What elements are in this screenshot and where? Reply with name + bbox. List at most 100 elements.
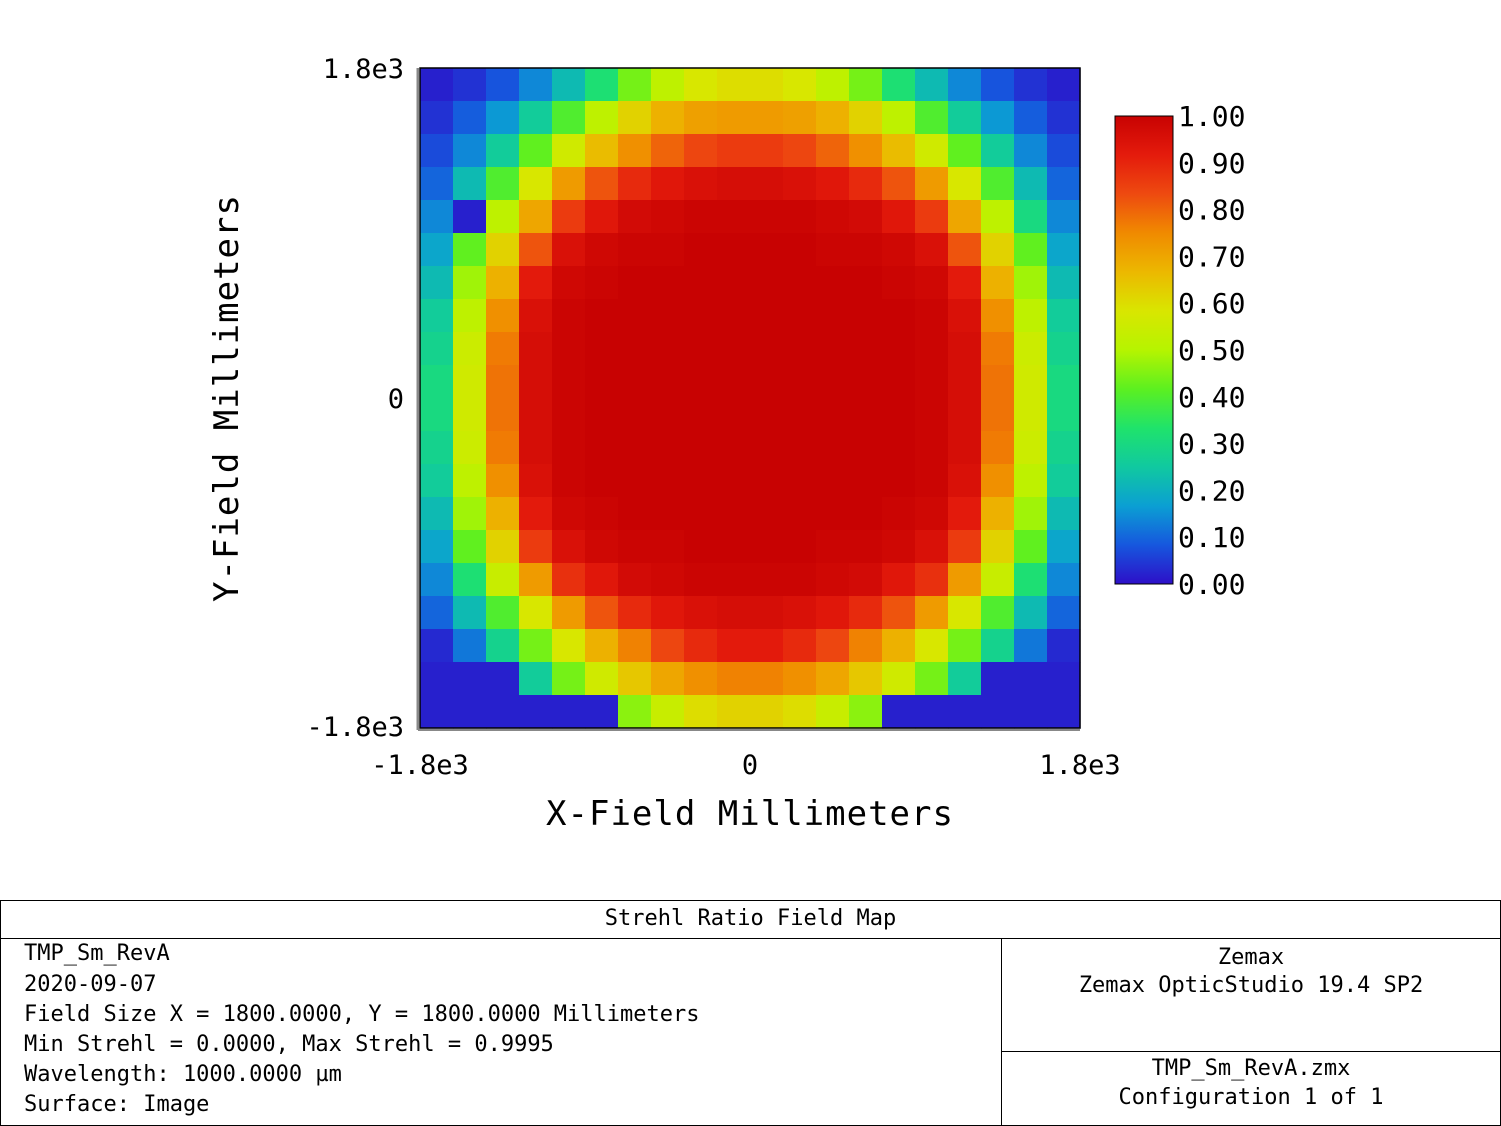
heatmap-cell — [849, 629, 883, 663]
heatmap-cell — [1047, 695, 1081, 729]
heatmap-cell — [882, 332, 916, 366]
heatmap-cell — [585, 596, 619, 630]
heatmap-cell — [1014, 200, 1048, 234]
heatmap-cell — [684, 563, 718, 597]
heatmap-cell — [750, 629, 784, 663]
heatmap-cell — [618, 629, 652, 663]
x-tick-right: 1.8e3 — [1039, 750, 1120, 781]
heatmap-cell — [948, 167, 982, 201]
heatmap-cell — [651, 398, 685, 432]
heatmap-cell — [849, 233, 883, 267]
heatmap-cell — [651, 464, 685, 498]
heatmap-cell — [453, 68, 487, 102]
heatmap-cell — [750, 365, 784, 399]
heatmap-cell — [1047, 200, 1081, 234]
heatmap-cell — [915, 134, 949, 168]
heatmap-cell — [915, 365, 949, 399]
heatmap-cell — [651, 596, 685, 630]
heatmap-cell — [486, 629, 520, 663]
heatmap-cell — [519, 299, 553, 333]
heatmap-cell — [882, 266, 916, 300]
heatmap-cell — [882, 530, 916, 564]
heatmap-cell — [618, 530, 652, 564]
heatmap-cell — [519, 530, 553, 564]
heatmap-cell — [651, 134, 685, 168]
heatmap-cell — [519, 629, 553, 663]
heatmap-cell — [585, 662, 619, 696]
heatmap-cell — [651, 629, 685, 663]
heatmap-cell — [684, 530, 718, 564]
heatmap-cell — [684, 167, 718, 201]
heatmap-cell — [750, 497, 784, 531]
heatmap-cell — [618, 563, 652, 597]
heatmap-cell — [816, 398, 850, 432]
heatmap-cell — [684, 365, 718, 399]
heatmap-cell — [1014, 167, 1048, 201]
heatmap-cell — [882, 629, 916, 663]
heatmap-cell — [552, 332, 586, 366]
heatmap-cell — [717, 662, 751, 696]
heatmap-cell — [750, 695, 784, 729]
heatmap-cell — [651, 101, 685, 135]
heatmap-cell — [1047, 134, 1081, 168]
heatmap-cell — [519, 695, 553, 729]
heatmap-cell — [948, 464, 982, 498]
heatmap-cell — [717, 101, 751, 135]
heatmap-cell — [486, 497, 520, 531]
heatmap-cell — [684, 101, 718, 135]
heatmap-cell — [684, 200, 718, 234]
heatmap-cell — [915, 233, 949, 267]
heatmap-cell — [552, 299, 586, 333]
y-axis-title: Y-Field Millimeters — [207, 194, 247, 602]
colorbar-tick-label: 0.20 — [1178, 474, 1245, 507]
heatmap-cell — [519, 662, 553, 696]
info-line-wavelength: Wavelength: 1000.0000 µm — [24, 1062, 342, 1087]
heatmap-cell — [948, 365, 982, 399]
heatmap-cell — [618, 167, 652, 201]
heatmap-cell — [750, 134, 784, 168]
heatmap-cell — [552, 167, 586, 201]
plot-frame — [419, 67, 1081, 729]
heatmap-cell — [849, 200, 883, 234]
heatmap-cell — [585, 332, 619, 366]
colorbar-tick-label: 0.00 — [1178, 568, 1245, 601]
heatmap-cell — [618, 266, 652, 300]
heatmap-cell — [981, 101, 1015, 135]
heatmap-cell — [948, 629, 982, 663]
heatmap-cell — [552, 266, 586, 300]
company-name: Zemax — [1217, 945, 1285, 970]
heatmap-cell — [486, 68, 520, 102]
heatmap-cell — [618, 200, 652, 234]
heatmap-cell — [585, 629, 619, 663]
heatmap-cell — [684, 266, 718, 300]
heatmap-cell — [816, 68, 850, 102]
heatmap-cell — [420, 695, 454, 729]
heatmap-cell — [816, 563, 850, 597]
heatmap-cell — [750, 233, 784, 267]
heatmap-cell — [684, 332, 718, 366]
x-tick-left: -1.8e3 — [371, 750, 469, 781]
heatmap-cell — [717, 398, 751, 432]
heatmap-cell — [783, 365, 817, 399]
heatmap-cell — [486, 233, 520, 267]
heatmap-cell — [816, 596, 850, 630]
heatmap-cell — [915, 563, 949, 597]
heatmap-cell — [420, 563, 454, 597]
heatmap-cell — [816, 299, 850, 333]
heatmap-cell — [420, 200, 454, 234]
heatmap-cell — [948, 530, 982, 564]
heatmap-cell — [453, 695, 487, 729]
heatmap-cell — [1014, 464, 1048, 498]
heatmap-cell — [585, 365, 619, 399]
colorbar-tick-label: 0.30 — [1178, 428, 1245, 461]
heatmap-cell — [1014, 431, 1048, 465]
heatmap-cell — [684, 629, 718, 663]
heatmap-cell — [453, 464, 487, 498]
heatmap-cell — [618, 332, 652, 366]
colorbar-tick-label: 0.70 — [1178, 240, 1245, 273]
heatmap-cell — [585, 266, 619, 300]
heatmap-cell — [585, 167, 619, 201]
heatmap-cell — [486, 563, 520, 597]
heatmap-cell — [915, 167, 949, 201]
colorbar — [1114, 115, 1174, 585]
